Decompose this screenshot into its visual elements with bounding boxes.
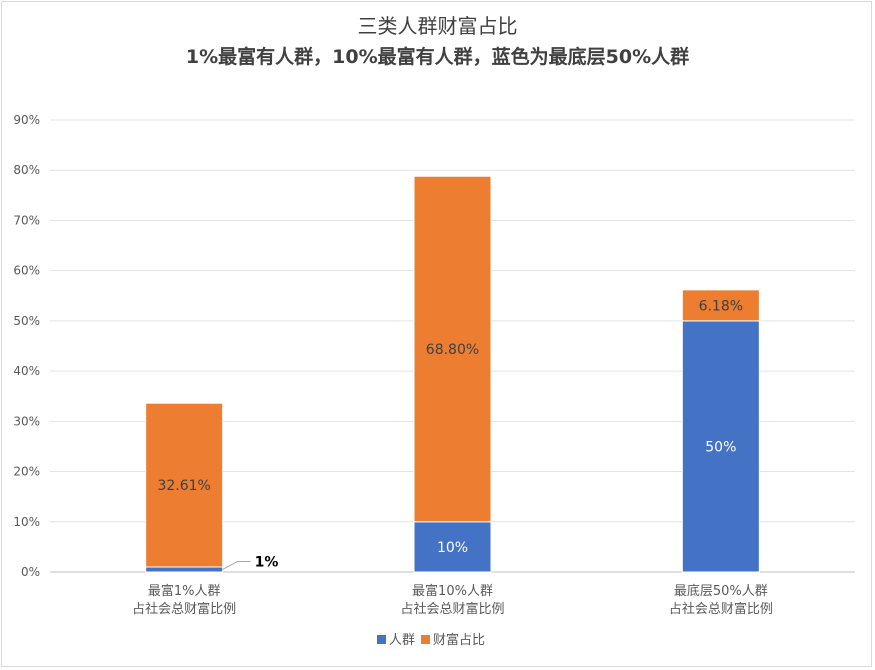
x-category-label: 占社会总财富比例 <box>132 601 236 617</box>
data-label: 6.18% <box>699 298 743 314</box>
bar-population <box>413 521 492 573</box>
bar-wealth-share <box>145 402 224 568</box>
x-category-label: 最富10%人群 <box>412 583 493 599</box>
y-tick-label: 40% <box>13 364 40 378</box>
legend-label-population: 人群 <box>389 633 415 648</box>
data-label: 32.61% <box>157 478 210 494</box>
x-category-label: 占社会总财富比例 <box>400 601 504 617</box>
y-tick-label: 20% <box>13 465 40 479</box>
data-label: 10% <box>437 540 468 556</box>
bar-population <box>681 320 760 573</box>
y-tick-label: 80% <box>13 163 40 177</box>
leader-line <box>222 560 251 570</box>
y-tick-label: 30% <box>13 414 40 428</box>
data-label: 1% <box>255 554 279 570</box>
x-category-label: 最富1%人群 <box>148 583 221 599</box>
y-tick-label: 60% <box>13 264 40 278</box>
legend-label-wealth-share: 财富占比 <box>433 632 485 648</box>
legend-swatch-wealth-share <box>421 635 430 644</box>
bar-wealth-share <box>681 289 760 322</box>
chart-title: 三类人群财富占比 <box>357 14 518 38</box>
y-tick-label: 50% <box>13 314 40 328</box>
x-category-label: 占社会总财富比例 <box>669 601 773 617</box>
data-label: 68.80% <box>426 342 479 358</box>
y-tick-label: 70% <box>13 213 40 227</box>
x-category-label: 最底层50%人群 <box>674 583 768 599</box>
y-tick-label: 10% <box>13 515 40 529</box>
bar-wealth-share <box>413 175 492 523</box>
bar-population <box>145 566 224 573</box>
legend-swatch-population <box>377 635 386 644</box>
y-tick-label: 90% <box>13 113 40 127</box>
y-tick-label: 0% <box>21 565 40 579</box>
data-label: 50% <box>705 439 736 455</box>
chart-subtitle: 1%最富有人群，10%最富有人群，蓝色为最底层50%人群 <box>185 46 690 68</box>
